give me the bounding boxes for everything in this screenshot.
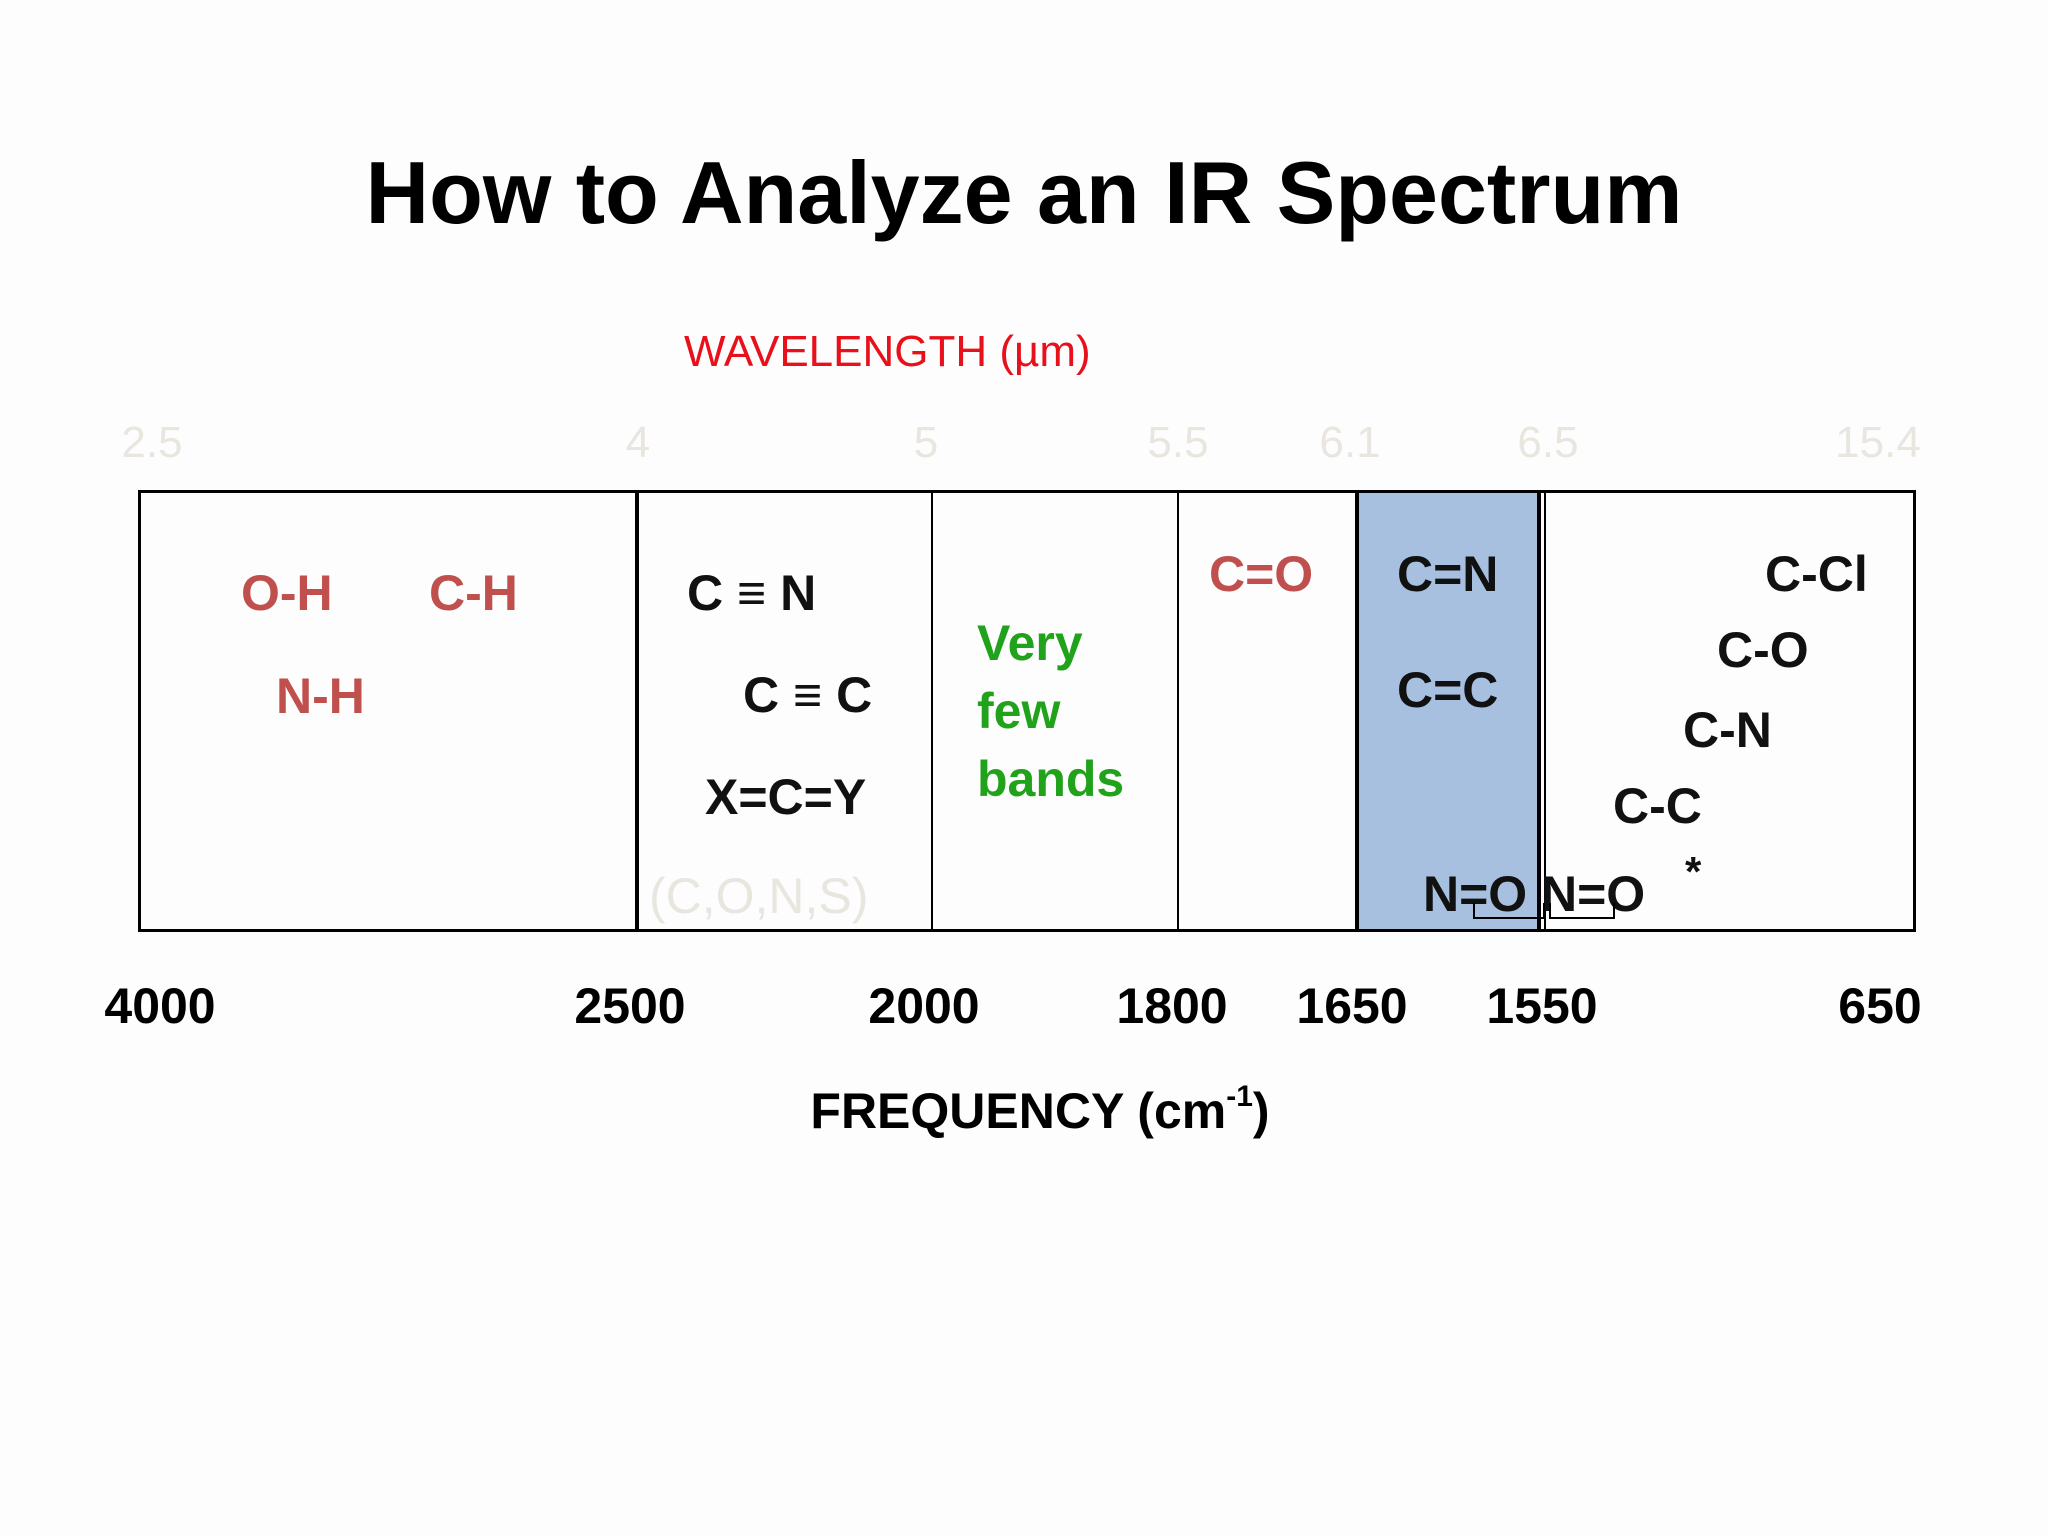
label-c-cl: C-Cl [1765,546,1868,602]
wavelength-tick-6.1: 6.1 [1319,418,1381,467]
divider-1550-secondary [1544,493,1546,929]
frequency-label-text: FREQUENCY (cm [810,1083,1227,1139]
frequency-axis-label: FREQUENCY (cm-1) [0,1082,2048,1140]
frequency-tick-2000: 2000 [868,978,980,1034]
ir-region-chart: O-H C-H N-H C ≡ N C ≡ C X=C=Y (C,O,N,S) … [138,490,1916,932]
label-c-o: C-O [1717,622,1809,678]
label-c-double-n: C=N [1397,546,1499,602]
frequency-label-superscript: -1 [1226,1080,1253,1113]
divider-2500 [635,493,639,929]
wavelength-tick-5.5: 5.5 [1147,418,1209,467]
wavelength-tick-15.4: 15.4 [1835,418,1921,467]
bracket-n-o-1 [1473,903,1545,919]
label-few: few [977,683,1061,739]
divider-1550 [1537,493,1541,929]
label-c-triple-n: C ≡ N [687,565,817,621]
label-n-double-o-1: N=O [1423,866,1528,922]
wavelength-tick-5: 5 [913,418,939,467]
frequency-tick-4000: 4000 [104,978,216,1034]
label-very: Very [977,615,1083,671]
label-c-c: C-C [1613,778,1702,834]
label-x-c-y: X=C=Y [705,769,867,825]
divider-1650 [1355,493,1359,929]
label-n-h: N-H [276,668,365,724]
frequency-tick-2500: 2500 [574,978,686,1034]
frequency-tick-1650: 1650 [1296,978,1408,1034]
frequency-tick-1800: 1800 [1116,978,1228,1034]
frequency-tick-650: 650 [1838,978,1922,1034]
page-title: How to Analyze an IR Spectrum [365,143,1683,242]
divider-2000 [931,493,933,929]
label-cons: (C,O,N,S) [649,868,869,924]
label-c-h: C-H [429,565,518,621]
divider-1800 [1177,493,1179,929]
wavelength-tick-2.5: 2.5 [121,418,183,467]
label-bands: bands [977,751,1125,807]
label-o-h: O-H [241,565,333,621]
label-c-double-o: C=O [1209,546,1314,602]
label-very-few-bands: Very few bands [977,609,1124,813]
wavelength-axis-label: WAVELENGTH (µm) [684,327,1091,376]
highlight-band-double-bonds [1357,493,1539,929]
wavelength-tick-6.5: 6.5 [1517,418,1579,467]
label-n-double-o-2: N=O [1541,866,1646,922]
wavelength-tick-4: 4 [625,418,651,467]
label-c-double-c: C=C [1397,662,1499,718]
label-c-n: C-N [1683,702,1772,758]
bracket-n-o-2 [1549,903,1615,919]
frequency-tick-1550: 1550 [1486,978,1598,1034]
label-c-triple-c: C ≡ C [743,667,873,723]
frequency-label-close: ) [1252,1083,1270,1139]
label-asterisk: * [1685,848,1702,895]
